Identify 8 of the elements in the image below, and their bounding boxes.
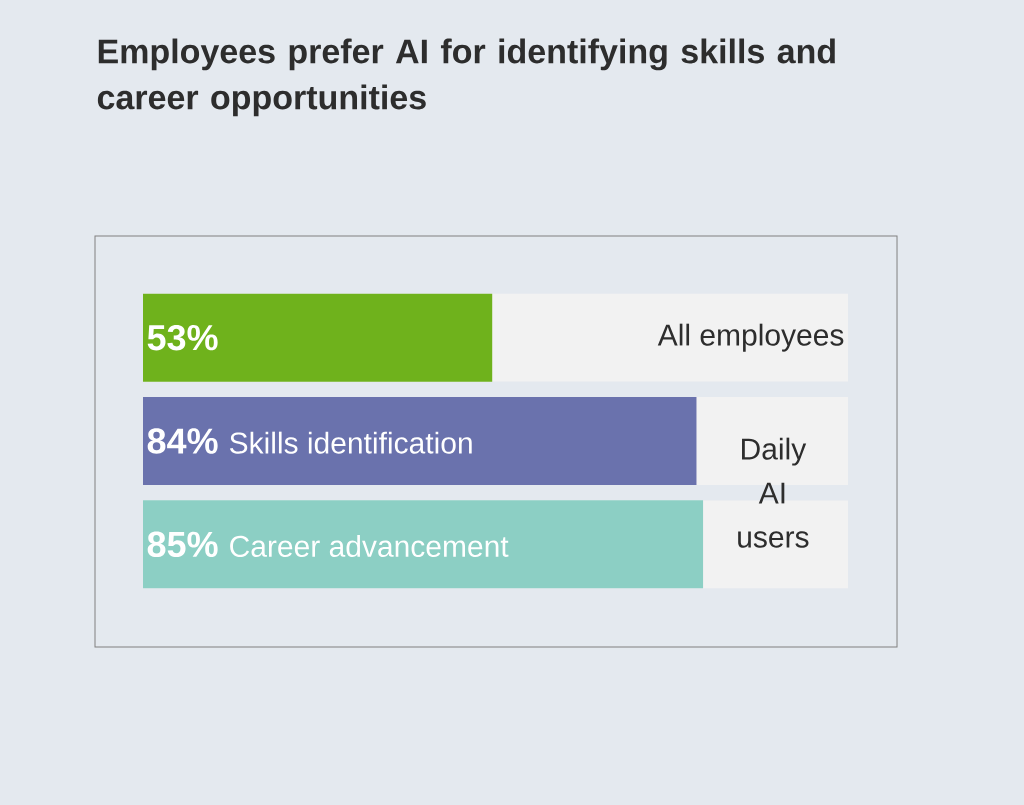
y-tick-label: All employees xyxy=(657,323,844,352)
data-label: 84% xyxy=(147,428,218,454)
annotation: Daily AI users xyxy=(738,437,809,548)
chart-title: Employees prefer AI for identifying skills and career opportunities xyxy=(97,38,835,117)
y-tick-label: Career advancement xyxy=(230,534,509,558)
data-label: 53% xyxy=(147,324,218,351)
y-tick-label: Skills identification xyxy=(229,431,472,454)
data-label: 85% xyxy=(147,531,218,558)
